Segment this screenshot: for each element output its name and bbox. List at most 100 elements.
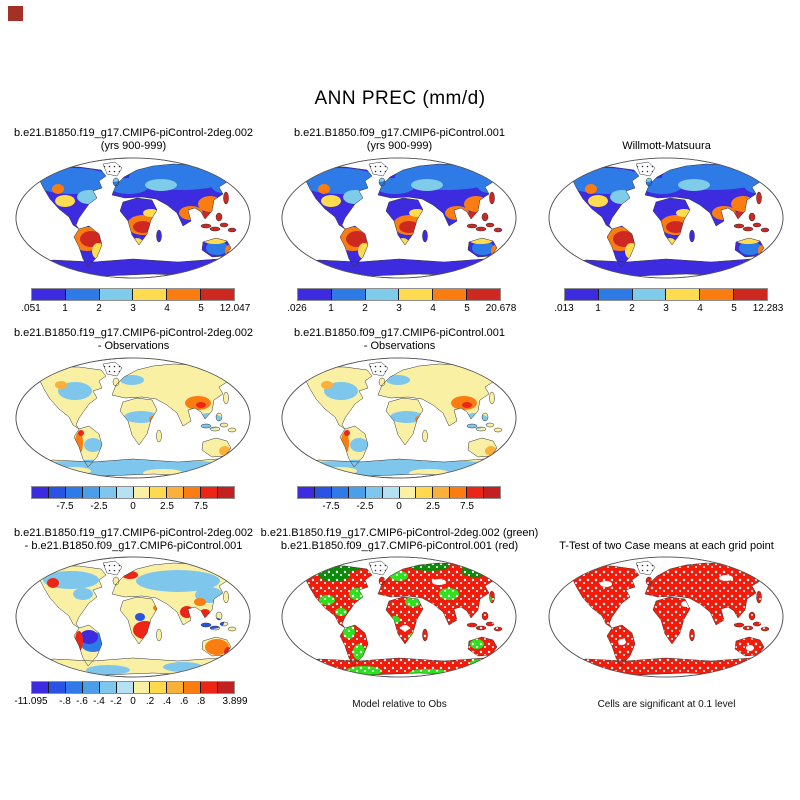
panel-r1c1: b.e21.B1850.f19_g17.CMIP6-piControl-2deg… bbox=[0, 127, 267, 332]
colorbar-segment bbox=[298, 487, 315, 498]
colorbar-segment bbox=[298, 289, 332, 300]
panel-title: b.e21.B1850.f19_g17.CMIP6-piControl-2deg… bbox=[14, 327, 253, 353]
colorbar-segment bbox=[218, 682, 235, 693]
colorbar-labels: -7.5 -2.5 0 2.5 7.5 bbox=[297, 501, 501, 513]
colorbar bbox=[31, 288, 235, 301]
panel-title-line: T-Test of two Case means at each grid po… bbox=[559, 540, 774, 552]
panel-title-line: b.e21.B1850.f19_g17.CMIP6-piControl-2deg… bbox=[13, 527, 254, 539]
colorbar-tick-label: 3 bbox=[130, 303, 136, 314]
colorbar-segment bbox=[433, 289, 468, 300]
colorbar-tick-label: 7.5 bbox=[194, 501, 208, 512]
colorbar-tick-label: 4 bbox=[430, 303, 436, 314]
colorbar-tick-label: 3.899 bbox=[222, 696, 248, 707]
colorbar-segment bbox=[314, 487, 332, 498]
panel-title: b.e21.B1850.f09_g17.CMIP6-piControl.001-… bbox=[294, 327, 505, 353]
panel-title-line: (yrs 900-999) bbox=[366, 140, 433, 152]
colorbar-segment bbox=[133, 682, 151, 693]
world-map bbox=[279, 355, 519, 486]
panel-title-line: b.e21.B1850.f09_g17.CMIP6-piControl.001 … bbox=[280, 540, 519, 552]
colorbar bbox=[297, 288, 501, 301]
colorbar-segment bbox=[399, 289, 434, 300]
colorbar-tick-label: -.6 bbox=[76, 696, 88, 707]
colorbar-tick-label: -7.5 bbox=[322, 501, 340, 512]
colorbar-tick-label: .8 bbox=[196, 696, 206, 707]
colorbar-segment bbox=[632, 289, 667, 300]
colorbar-segment bbox=[382, 487, 400, 498]
world-map-svg bbox=[281, 556, 517, 678]
colorbar-labels: .051 1 2 3 4 5 12.047 bbox=[21, 303, 250, 315]
colorbar-segment bbox=[331, 487, 349, 498]
panel-r1c3: Willmott-Matsuura .013 1 2 3 4 5 12.283 bbox=[533, 127, 800, 332]
colorbar-segment bbox=[467, 487, 485, 498]
colorbar-tick-label: 4 bbox=[697, 303, 703, 314]
colorbar-segment bbox=[48, 682, 66, 693]
world-map-svg bbox=[548, 157, 784, 279]
colorbar-tick-label: 2 bbox=[96, 303, 102, 314]
world-map bbox=[546, 554, 786, 685]
colorbar-segment bbox=[348, 487, 366, 498]
colorbar-segment bbox=[32, 487, 49, 498]
colorbar-tick-label: 0 bbox=[130, 501, 136, 512]
colorbar-segment bbox=[700, 289, 735, 300]
world-map-svg bbox=[15, 157, 251, 279]
panel-title-line bbox=[559, 527, 774, 540]
colorbar-tick-label: 3 bbox=[396, 303, 402, 314]
colorbar-tick-label: .2 bbox=[145, 696, 155, 707]
panel-r1c2: b.e21.B1850.f09_g17.CMIP6-piControl.001(… bbox=[266, 127, 533, 332]
panel-title: b.e21.B1850.f19_g17.CMIP6-piControl-2deg… bbox=[14, 127, 253, 153]
panel-title: b.e21.B1850.f19_g17.CMIP6-piControl-2deg… bbox=[261, 527, 539, 553]
colorbar-labels: .026 1 2 3 4 5 20.678 bbox=[287, 303, 516, 315]
colorbar-segment bbox=[365, 487, 383, 498]
colorbar-tick-label: 0 bbox=[130, 696, 136, 707]
world-map-svg bbox=[15, 556, 251, 678]
colorbar-segment bbox=[218, 487, 235, 498]
colorbar-segment bbox=[565, 289, 599, 300]
panel-title-line: b.e21.B1850.f09_g17.CMIP6-piControl.001 bbox=[294, 127, 505, 139]
colorbar-tick-label: 20.678 bbox=[485, 303, 517, 314]
panel-caption: Model relative to Obs bbox=[352, 699, 447, 710]
colorbar-segment bbox=[598, 289, 633, 300]
panel-title-line: Willmott-Matsuura bbox=[622, 140, 711, 152]
colorbar-tick-label: -2.5 bbox=[90, 501, 108, 512]
colorbar-segment bbox=[65, 487, 83, 498]
colorbar-segment bbox=[65, 289, 100, 300]
colorbar-segment bbox=[133, 487, 151, 498]
colorbar-segment bbox=[184, 487, 202, 498]
colorbar-segment bbox=[32, 289, 66, 300]
world-map bbox=[13, 355, 253, 486]
colorbar-segment bbox=[150, 682, 168, 693]
colorbar-tick-label: 5 bbox=[731, 303, 737, 314]
colorbar-segment bbox=[184, 682, 202, 693]
panel-title-line: - Observations bbox=[363, 340, 436, 352]
colorbar-segment bbox=[32, 682, 49, 693]
colorbar-tick-label: 3 bbox=[663, 303, 669, 314]
world-map bbox=[279, 155, 519, 286]
colorbar-segment bbox=[399, 487, 417, 498]
colorbar-labels: -7.5 -2.5 0 2.5 7.5 bbox=[31, 501, 235, 513]
world-map-svg bbox=[281, 357, 517, 479]
colorbar-segment bbox=[484, 487, 501, 498]
colorbar-tick-label: 2.5 bbox=[426, 501, 440, 512]
colorbar-tick-label: -.2 bbox=[110, 696, 122, 707]
colorbar-segment bbox=[99, 682, 117, 693]
colorbar-segment bbox=[331, 289, 366, 300]
panel-title-line: b.e21.B1850.f09_g17.CMIP6-piControl.001 bbox=[294, 327, 505, 339]
colorbar-segment bbox=[82, 487, 100, 498]
panel-title-line: b.e21.B1850.f19_g17.CMIP6-piControl-2deg… bbox=[13, 327, 254, 339]
panel-title: b.e21.B1850.f19_g17.CMIP6-piControl-2deg… bbox=[14, 527, 253, 553]
world-map bbox=[13, 155, 253, 286]
panel-title-line: (yrs 900-999) bbox=[100, 140, 167, 152]
colorbar-tick-label: -7.5 bbox=[56, 501, 74, 512]
world-map-svg bbox=[281, 157, 517, 279]
world-map bbox=[546, 155, 786, 286]
colorbar-tick-label: 5 bbox=[464, 303, 470, 314]
world-map bbox=[279, 554, 519, 685]
colorbar-tick-label: 1 bbox=[328, 303, 334, 314]
colorbar-segment bbox=[416, 487, 434, 498]
panel-title-line: - b.e21.B1850.f09_g17.CMIP6-piControl.00… bbox=[24, 540, 243, 552]
colorbar-tick-label: 5 bbox=[198, 303, 204, 314]
colorbar-tick-label: -.8 bbox=[59, 696, 71, 707]
world-map-svg bbox=[548, 556, 784, 678]
panel-caption: Cells are significant at 0.1 level bbox=[597, 699, 736, 710]
